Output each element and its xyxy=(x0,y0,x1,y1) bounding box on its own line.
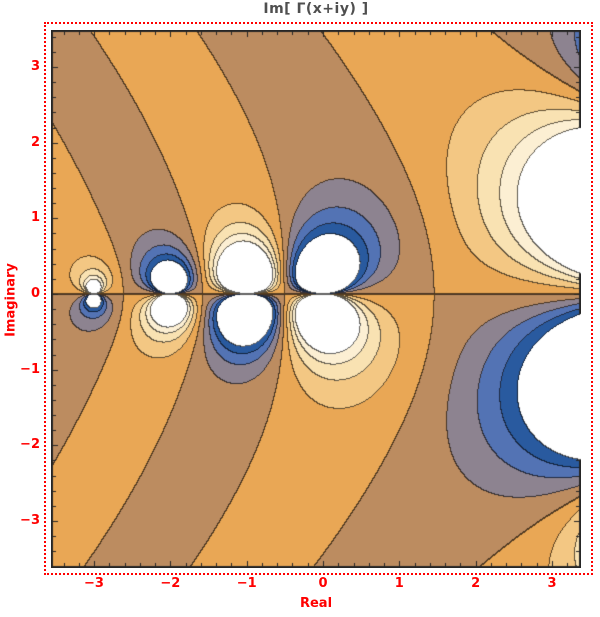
y-tick-label: −2 xyxy=(20,437,40,453)
y-tick-label: 0 xyxy=(30,286,40,301)
y-tick-label: 3 xyxy=(30,59,40,74)
y-tick-labels: 3 2 1 0 −1 −2 −3 xyxy=(6,0,40,617)
x-tick-label: 2 xyxy=(471,576,481,591)
x-tick-label: 1 xyxy=(394,576,404,591)
x-tick-label: 0 xyxy=(318,576,328,591)
y-tick-label: 2 xyxy=(30,134,40,150)
x-tick-label: −3 xyxy=(84,576,104,591)
x-tick-label: 3 xyxy=(547,576,557,591)
plot-title: Im[ Γ(x+iy) ] xyxy=(263,1,369,17)
y-tick-label: −3 xyxy=(20,513,40,528)
y-tick-label: 1 xyxy=(30,210,40,226)
y-tick-label: −1 xyxy=(20,361,40,377)
x-axis-label: Real xyxy=(299,596,333,611)
x-tick-labels: −3 −2 −1 0 1 2 3 xyxy=(51,576,581,592)
contour-plot xyxy=(51,30,581,568)
x-tick-label: −2 xyxy=(160,576,181,591)
y-axis-label: Imaginary xyxy=(3,263,19,337)
x-tick-label: −1 xyxy=(236,576,257,591)
